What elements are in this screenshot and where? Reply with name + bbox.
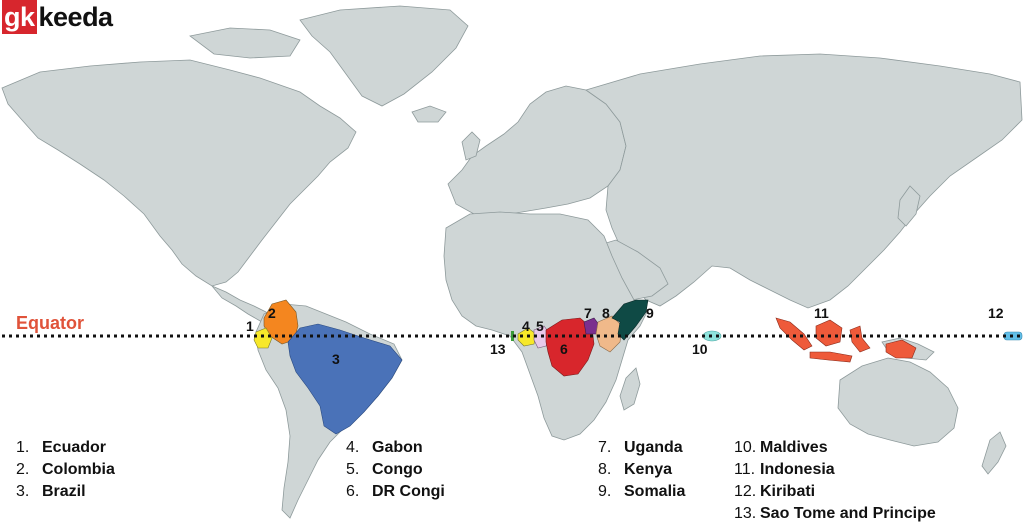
legend-item-brazil: 3. Brazil <box>16 481 115 503</box>
legend-number: 2. <box>16 461 30 478</box>
legend-number: 8. <box>598 461 612 478</box>
legend-number: 1. <box>16 439 30 456</box>
map-label-colombia: 2 <box>268 305 276 321</box>
legend-number: 6. <box>346 483 360 500</box>
legend-column-2: 4. Gabon 5. Congo 6. DR Congi <box>346 437 445 503</box>
region-indonesia-sulawesi <box>849 325 871 353</box>
legend-number: 10. <box>734 439 757 456</box>
legend-number: 4. <box>346 439 360 456</box>
legend-item-kiribati: 12. Kiribati <box>734 481 936 503</box>
legend-number: 5. <box>346 461 360 478</box>
region-somalia <box>611 299 649 341</box>
land-africa <box>443 211 649 441</box>
legend-number: 3. <box>16 483 30 500</box>
map-label-indonesia: 11 <box>814 305 829 321</box>
legend-item-congo: 5. Congo <box>346 459 445 481</box>
map-label-gabon: 4 <box>522 318 530 334</box>
legend-item-colombia: 2. Colombia <box>16 459 115 481</box>
map-label-maldives: 10 <box>692 341 708 357</box>
map-label-sao-tome: 13 <box>490 341 506 357</box>
legend-item-kenya: 8. Kenya <box>598 459 685 481</box>
map-label-brazil: 3 <box>332 351 340 367</box>
legend-number: 13. <box>734 505 757 522</box>
map-label-ecuador: 1 <box>246 318 254 334</box>
legend-country: Colombia <box>42 461 115 478</box>
legend-number: 9. <box>598 483 612 500</box>
legend-number: 12. <box>734 483 757 500</box>
legend-country: Ecuador <box>42 439 107 456</box>
region-indonesia-sumatra <box>775 317 813 351</box>
legend-country: Kiribati <box>760 483 816 500</box>
legend-country: Uganda <box>624 439 683 456</box>
legend-item-uganda: 7. Uganda <box>598 437 685 459</box>
legend-country: DR Congi <box>372 483 445 500</box>
legend-item-gabon: 4. Gabon <box>346 437 445 459</box>
map-label-uganda: 7 <box>584 305 592 321</box>
land-australia <box>837 357 959 447</box>
logo-gk: gk <box>2 0 37 34</box>
gkkeeda-logo: gk keeda <box>0 0 119 34</box>
region-indonesia-java <box>809 351 853 363</box>
legend-country: Sao Tome and Principe <box>760 505 936 522</box>
land-iceland <box>411 105 447 123</box>
legend-country: Kenya <box>624 461 673 478</box>
land-new-zealand <box>981 431 1007 475</box>
legend-item-indonesia: 11. Indonesia <box>734 459 936 481</box>
legend-item-sao-tome: 13. Sao Tome and Principe <box>734 503 936 525</box>
legend-item-somalia: 9. Somalia <box>598 481 685 503</box>
map-label-kenya: 8 <box>602 305 610 321</box>
logo-keeda: keeda <box>38 2 114 32</box>
map-label-somalia: 9 <box>646 305 654 321</box>
legend-item-ecuador: 1. Ecuador <box>16 437 115 459</box>
land-british-isles <box>461 131 481 161</box>
legend-country: Congo <box>372 461 423 478</box>
legend-column-4: 10. Maldives 11. Indonesia 12. Kiribati … <box>734 437 936 525</box>
equator-label: Equator <box>16 313 84 333</box>
legend-item-dr-congo: 6. DR Congi <box>346 481 445 503</box>
land-japan <box>897 185 921 227</box>
land-north-america <box>1 59 357 287</box>
region-dr-congo <box>545 317 595 377</box>
legend-column-3: 7. Uganda 8. Kenya 9. Somalia <box>598 437 685 503</box>
legend-country: Indonesia <box>760 461 835 478</box>
legend-country: Gabon <box>372 439 423 456</box>
legend-number: 11. <box>734 461 756 478</box>
map-label-kiribati: 12 <box>988 305 1004 321</box>
map-label-congo: 5 <box>536 318 544 334</box>
region-brazil <box>287 323 403 435</box>
legend-country: Brazil <box>42 483 86 500</box>
legend-country: Maldives <box>760 439 828 456</box>
region-indonesia-papua <box>885 339 917 359</box>
legend-country: Somalia <box>624 483 686 500</box>
land-canadian-arctic <box>189 27 301 59</box>
region-sao-tome-and-principe <box>511 331 514 341</box>
land-greenland <box>299 5 469 107</box>
legend-number: 7. <box>598 439 612 456</box>
region-indonesia-borneo <box>815 319 843 347</box>
region-ecuador <box>253 327 273 349</box>
land-asia <box>585 53 1023 309</box>
land-madagascar <box>619 367 641 411</box>
map-label-dr-congo: 6 <box>560 341 568 357</box>
legend-item-maldives: 10. Maldives <box>734 437 936 459</box>
legend-column-1: 1. Ecuador 2. Colombia 3. Brazil <box>16 437 115 503</box>
